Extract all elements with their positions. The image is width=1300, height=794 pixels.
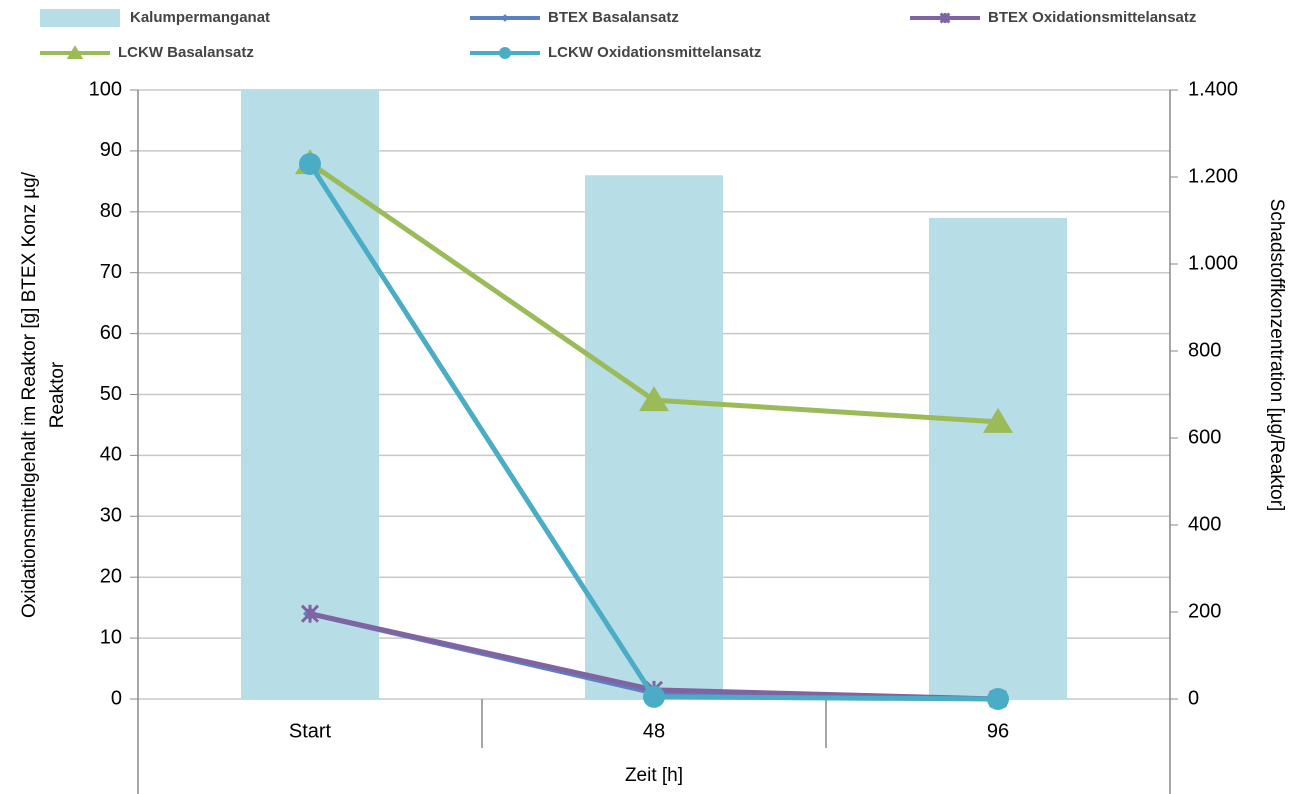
marker	[643, 685, 665, 708]
y-tick-label: 50	[100, 383, 122, 405]
y2-tick-label: 800	[1188, 339, 1221, 361]
legend-label: BTEX Oxidationsmittelansatz	[988, 9, 1196, 26]
bar	[585, 175, 723, 699]
y2-tick-label: 600	[1188, 426, 1221, 448]
legend-item: BTEX Basalansatz	[470, 9, 679, 26]
y-tick-label: 90	[100, 139, 122, 161]
legend-label: LCKW Oxidationsmittelansatz	[548, 44, 761, 61]
marker	[299, 152, 321, 175]
x-axis-title: Zeit [h]	[625, 765, 683, 786]
legend-swatch	[40, 9, 120, 27]
y-tick-label: 40	[100, 444, 122, 466]
series-group	[299, 152, 1009, 710]
y2-axis-title: Schadstoffkonzentration [µg/Reaktor]	[1266, 199, 1287, 512]
y-tick-label: 20	[100, 565, 122, 587]
legend-marker	[501, 14, 509, 22]
marker	[983, 407, 1013, 433]
legend-item: Kalumpermanganat	[40, 9, 270, 27]
marker	[987, 688, 1009, 710]
y-axis-title: Oxidationsmittelgehalt im Reaktor [g] BT…	[19, 171, 40, 618]
legend-label: LCKW Basalansatz	[118, 44, 254, 61]
legend-item: LCKW Basalansatz	[40, 44, 254, 61]
x-tick-label: 48	[643, 720, 665, 742]
y-tick-label: 70	[100, 261, 122, 283]
legend-item: BTEX Oxidationsmittelansatz	[910, 9, 1196, 26]
y2-tick-label: 0	[1188, 687, 1199, 709]
y2-tick-label: 1.000	[1188, 252, 1238, 274]
y-tick-label: 10	[100, 626, 122, 648]
legend-label: BTEX Basalansatz	[548, 9, 679, 26]
y-tick-label: 0	[111, 687, 122, 709]
x-tick-label: Start	[289, 720, 332, 742]
y-tick-label: 80	[100, 200, 122, 222]
marker	[639, 386, 669, 412]
y-tick-label: 100	[89, 78, 122, 100]
bar	[241, 90, 379, 699]
legend-label: Kalumpermanganat	[130, 9, 270, 26]
y2-tick-label: 1.400	[1188, 78, 1238, 100]
x-tick-label: 96	[987, 720, 1009, 742]
y-tick-label: 60	[100, 322, 122, 344]
legend-marker	[498, 46, 512, 60]
legend-item: LCKW Oxidationsmittelansatz	[470, 44, 761, 61]
y2-tick-label: 400	[1188, 513, 1221, 535]
legend-marker	[939, 12, 951, 24]
y2-tick-label: 200	[1188, 600, 1221, 622]
y-tick-label: 30	[100, 505, 122, 527]
bar	[929, 217, 1067, 699]
marker	[300, 604, 320, 623]
legend-marker	[66, 45, 84, 60]
y2-tick-label: 1.200	[1188, 165, 1238, 187]
y-axis-title: Reaktor	[47, 361, 68, 428]
